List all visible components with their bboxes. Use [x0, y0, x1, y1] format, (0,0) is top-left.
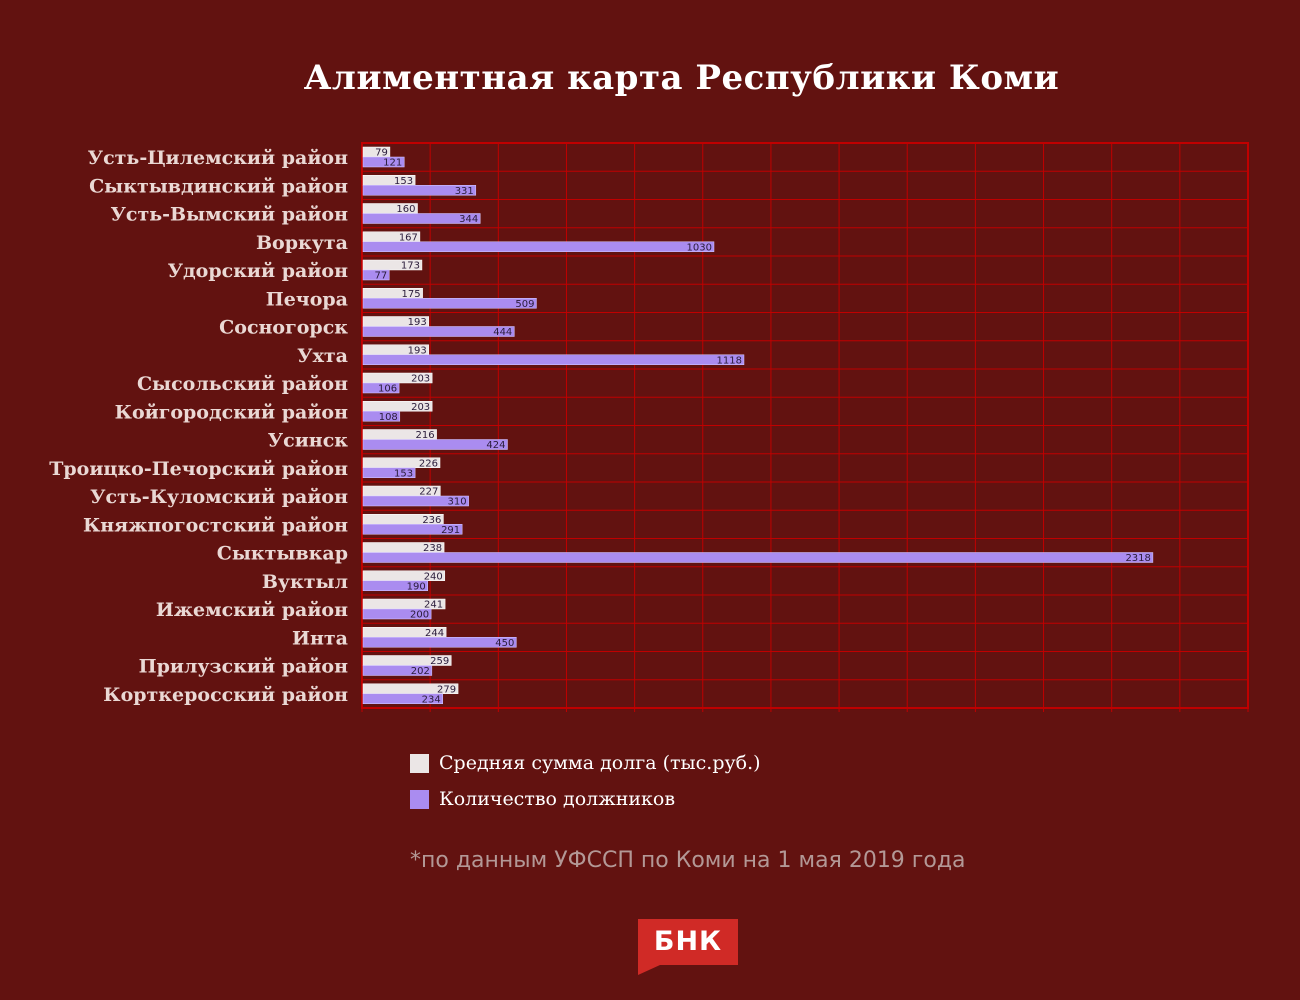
category-label: Усть-Куломский район — [90, 486, 348, 508]
value-label-avg-debt: 259 — [430, 656, 449, 667]
bar-debtors — [362, 637, 517, 648]
bar-debtors — [362, 298, 537, 309]
bar-debtors — [362, 693, 443, 704]
bar-debtors — [362, 524, 463, 535]
value-label-debtors: 344 — [459, 214, 478, 225]
bar-debtors — [362, 326, 515, 337]
value-label-avg-debt: 79 — [375, 148, 388, 159]
value-label-avg-debt: 241 — [424, 600, 443, 611]
value-label-debtors: 291 — [441, 525, 460, 536]
legend-item-avg-debt: Средняя сумма долга (тыс.руб.) — [410, 745, 761, 781]
value-label-avg-debt: 226 — [419, 458, 438, 469]
value-label-avg-debt: 193 — [408, 317, 427, 328]
category-label: Сыктывдинский район — [89, 175, 348, 197]
value-label-debtors: 450 — [495, 638, 514, 649]
bar-debtors — [362, 241, 715, 252]
value-label-avg-debt: 238 — [423, 543, 442, 554]
bar-debtors — [362, 608, 432, 620]
bar-debtors — [362, 439, 508, 450]
value-label-avg-debt: 193 — [408, 345, 427, 356]
bar-debtors — [362, 156, 405, 168]
value-label-debtors: 310 — [448, 497, 467, 508]
category-label: Усинск — [268, 430, 349, 452]
value-label-avg-debt: 173 — [401, 261, 420, 272]
value-label-avg-debt: 279 — [437, 684, 456, 695]
category-label: Сосногорск — [219, 317, 348, 339]
bar-debtors — [362, 552, 1154, 563]
bar-debtors — [362, 269, 390, 281]
category-label: Княжпогостский район — [83, 514, 348, 536]
category-label: Койгородский район — [115, 401, 348, 423]
source-note: *по данным УФССП по Коми на 1 мая 2019 г… — [410, 848, 966, 873]
value-label-debtors: 153 — [394, 468, 413, 479]
value-label-avg-debt: 236 — [422, 515, 441, 526]
bar-avg-debt — [362, 259, 423, 271]
category-label: Ухта — [297, 345, 348, 367]
bar-debtors — [362, 411, 401, 422]
value-label-debtors: 2318 — [1125, 553, 1150, 564]
category-label: Усть-Цилемский район — [88, 147, 348, 169]
value-label-debtors: 1030 — [687, 242, 712, 253]
value-label-debtors: 200 — [410, 610, 429, 621]
category-label: Воркута — [256, 232, 348, 254]
category-label: Ижемский район — [156, 599, 348, 621]
category-label: Усть-Вымский район — [110, 204, 348, 226]
legend-item-debtors: Количество должников — [410, 781, 761, 817]
bar-debtors — [362, 185, 477, 196]
value-label-avg-debt: 160 — [396, 204, 415, 215]
category-label: Вуктыл — [262, 571, 348, 593]
legend: Средняя сумма долга (тыс.руб.) Количеств… — [410, 745, 761, 817]
bar-debtors — [362, 665, 433, 676]
value-label-avg-debt: 244 — [425, 628, 444, 639]
value-label-debtors: 77 — [375, 271, 388, 282]
category-label: Сысольский район — [137, 373, 348, 395]
value-label-debtors: 190 — [407, 581, 426, 592]
category-label: Сыктывкар — [217, 543, 348, 565]
value-label-avg-debt: 227 — [419, 487, 438, 498]
value-label-debtors: 444 — [493, 327, 512, 338]
value-label-debtors: 1118 — [717, 355, 742, 366]
value-label-debtors: 424 — [486, 440, 505, 451]
legend-label-debtors: Количество должников — [439, 788, 676, 810]
value-label-debtors: 234 — [422, 694, 441, 705]
legend-swatch-debtors — [410, 789, 429, 809]
bar-debtors — [362, 580, 428, 591]
bnk-logo[interactable]: БНК — [638, 919, 738, 975]
bar-debtors — [362, 467, 416, 478]
value-label-debtors: 509 — [515, 299, 534, 310]
value-label-avg-debt: 203 — [411, 402, 430, 413]
value-label-debtors: 121 — [383, 158, 402, 169]
value-label-debtors: 108 — [379, 412, 398, 423]
value-label-debtors: 331 — [455, 186, 474, 197]
category-label: Инта — [292, 627, 348, 649]
legend-swatch-avg-debt — [410, 753, 429, 773]
value-label-avg-debt: 203 — [411, 374, 430, 385]
bar-debtors — [362, 354, 745, 365]
value-label-avg-debt: 216 — [416, 430, 435, 441]
value-label-debtors: 106 — [378, 384, 397, 395]
bar-debtors — [362, 213, 481, 224]
logo-box — [638, 919, 738, 965]
value-label-avg-debt: 240 — [424, 571, 443, 582]
bar-debtors — [362, 495, 469, 507]
value-label-avg-debt: 153 — [394, 176, 413, 187]
value-label-avg-debt: 175 — [402, 289, 421, 300]
category-label: Удорский район — [168, 260, 348, 282]
chart-title: Алиментная карта Республики Коми — [303, 58, 1060, 98]
value-label-avg-debt: 167 — [399, 232, 418, 243]
value-label-debtors: 202 — [411, 666, 430, 677]
category-label: Троицко-Печорский район — [49, 458, 348, 480]
logo-tail — [638, 965, 660, 975]
category-label: Корткеросский район — [103, 684, 348, 706]
category-label: Прилузский район — [139, 656, 348, 678]
bar-debtors — [362, 382, 400, 394]
category-label: Печора — [266, 288, 348, 310]
legend-label-avg-debt: Средняя сумма долга (тыс.руб.) — [439, 752, 761, 774]
logo-text: БНК — [653, 926, 723, 957]
